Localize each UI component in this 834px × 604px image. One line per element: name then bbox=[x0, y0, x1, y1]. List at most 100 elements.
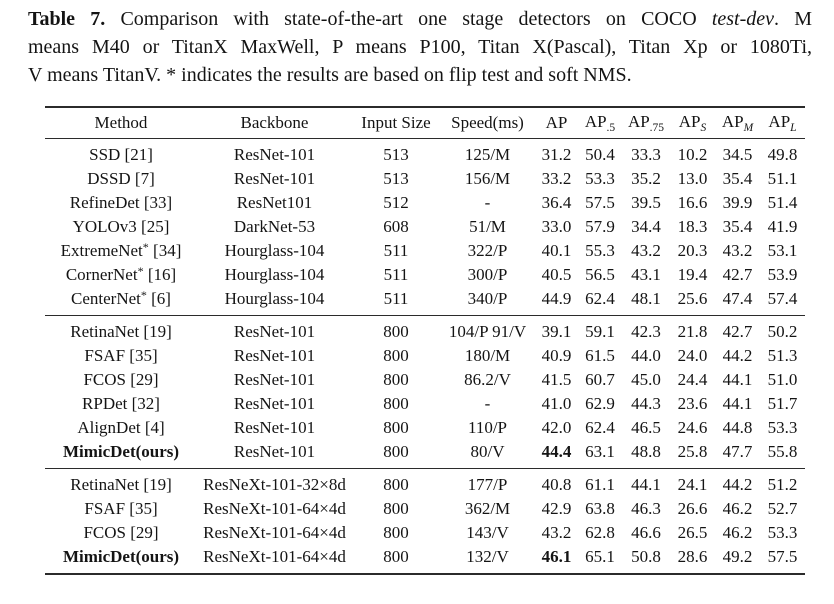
speed-cell: 177/P bbox=[467, 474, 508, 494]
column-header-subscript: .5 bbox=[606, 121, 616, 134]
speed-cell: 110/P bbox=[467, 417, 508, 437]
ap-value-cell: 50.4 bbox=[585, 144, 615, 164]
ap-value-cell: 40.9 bbox=[541, 345, 572, 365]
ap-value-cell: 42.7 bbox=[722, 321, 753, 341]
ap-value-cell: 42.9 bbox=[541, 498, 572, 518]
ap-value-cell: 44.2 bbox=[722, 474, 753, 494]
ap-value-cell: 63.8 bbox=[585, 498, 615, 518]
column-header-method: Method bbox=[45, 107, 197, 138]
ap-value-cell: 59.1 bbox=[585, 321, 615, 341]
caption-text: V means TitanV. * indicates the results … bbox=[28, 64, 632, 86]
ap-value-cell: 65.1 bbox=[585, 546, 615, 566]
input-size-cell: 800 bbox=[383, 393, 409, 413]
method-cell: AlignDet [4] bbox=[77, 417, 165, 437]
method-cell: CenterNet* [6] bbox=[71, 288, 171, 308]
ap-value-cell: 53.1 bbox=[767, 240, 798, 260]
method-cell: FCOS [29] bbox=[83, 522, 159, 542]
column-header-ap-75: AP.75 bbox=[622, 107, 670, 138]
ap-value-cell: 40.1 bbox=[541, 240, 572, 260]
ap-value-cell: 51.1 bbox=[767, 168, 798, 188]
method-cell: DSSD [7] bbox=[87, 168, 155, 188]
backbone-cell: ResNet-101 bbox=[233, 321, 316, 341]
column-header-subscript: .75 bbox=[649, 121, 665, 134]
column-header-backbone: Backbone bbox=[197, 107, 352, 138]
ap-value-cell: 53.3 bbox=[585, 168, 615, 188]
speed-cell: 300/P bbox=[467, 264, 508, 284]
ap-value-cell: 34.4 bbox=[631, 216, 661, 236]
column-header-subscript: M bbox=[743, 121, 754, 134]
method-cell: FSAF [35] bbox=[84, 345, 158, 365]
caption-text: . M bbox=[774, 8, 812, 30]
table-row: CenterNet* [6] Hourglass-104 511 340/P 44.9 6… bbox=[45, 287, 805, 316]
column-header-subscript: L bbox=[790, 121, 797, 134]
ap-value-cell: 24.0 bbox=[677, 345, 708, 365]
table-row: FSAF [35] ResNeXt-101-64×4d 800 362/M 42.9 63… bbox=[45, 497, 805, 521]
column-header-label: AP bbox=[584, 111, 607, 131]
ap-value-cell: 42.0 bbox=[541, 417, 572, 437]
ap-value-cell: 25.6 bbox=[677, 288, 708, 308]
caption-line: means M40 or TitanX MaxWell, P means P10… bbox=[28, 33, 812, 61]
ap-value-cell: 52.7 bbox=[767, 498, 798, 518]
backbone-cell: DarkNet-53 bbox=[233, 216, 316, 236]
table-row: MimicDet(ours) ResNeXt-101-64×4d 800 132/V 4… bbox=[45, 545, 805, 574]
header-row: Method Backbone Input Size Speed(ms) AP AP.5 A… bbox=[45, 107, 805, 138]
column-header-label: Input Size bbox=[361, 112, 431, 132]
speed-cell: 180/M bbox=[464, 345, 511, 365]
speed-cell: - bbox=[484, 192, 491, 212]
column-header-ap-5: AP.5 bbox=[578, 107, 622, 138]
ap-value-cell: 34.5 bbox=[722, 144, 753, 164]
table-group-1: SSD [21] ResNet-101 513 125/M 31.2 50.4 33.3 10… bbox=[45, 138, 805, 315]
ap-value-cell: 62.9 bbox=[585, 393, 615, 413]
method-cell: FSAF [35] bbox=[84, 498, 158, 518]
column-header-label: AP bbox=[627, 111, 650, 131]
table-row: FCOS [29] ResNeXt-101-64×4d 800 143/V 43.2 62… bbox=[45, 521, 805, 545]
table-row: RetinaNet [19] ResNeXt-101-32×8d 800 177/P 4… bbox=[45, 468, 805, 497]
column-header-apm: APM bbox=[715, 107, 760, 138]
input-size-cell: 800 bbox=[383, 369, 409, 389]
ap-value-cell: 57.5 bbox=[585, 192, 615, 212]
ap-value-cell: 43.2 bbox=[541, 522, 572, 542]
ap-value-cell: 61.1 bbox=[585, 474, 615, 494]
backbone-cell: ResNeXt-101-64×4d bbox=[203, 546, 346, 566]
table-caption: Table 7. Comparison with state-of-the-ar… bbox=[28, 5, 812, 89]
method-cell: FCOS [29] bbox=[83, 369, 159, 389]
ap-value-cell: 35.4 bbox=[722, 216, 753, 236]
table-row: SSD [21] ResNet-101 513 125/M 31.2 50.4 33.3 10… bbox=[45, 138, 805, 167]
speed-cell: 143/V bbox=[466, 522, 509, 542]
ap-value-cell: 47.4 bbox=[722, 288, 753, 308]
ap-value-cell: 21.8 bbox=[677, 321, 708, 341]
method-cell: MimicDet(ours) bbox=[62, 441, 180, 461]
speed-cell: - bbox=[484, 393, 491, 413]
caption-text: test-dev bbox=[711, 8, 775, 30]
input-size-cell: 800 bbox=[383, 546, 409, 566]
ap-value-cell: 44.8 bbox=[722, 417, 753, 437]
ap-value-cell: 26.6 bbox=[677, 498, 708, 518]
backbone-cell: Hourglass-104 bbox=[224, 264, 325, 284]
speed-cell: 322/P bbox=[467, 240, 508, 260]
column-header-label: AP bbox=[768, 111, 791, 131]
ap-value-cell: 48.1 bbox=[631, 288, 661, 308]
input-size-cell: 512 bbox=[383, 192, 409, 212]
ap-value-cell: 46.2 bbox=[722, 498, 753, 518]
ap-value-cell: 39.9 bbox=[722, 192, 753, 212]
speed-cell: 132/V bbox=[466, 546, 509, 566]
ap-value-cell: 31.2 bbox=[541, 144, 572, 164]
method-cell: RetinaNet [19] bbox=[70, 474, 172, 494]
caption-text: Table 7. bbox=[28, 8, 106, 30]
ap-value-cell: 46.3 bbox=[631, 498, 661, 518]
ap-value-cell: 39.1 bbox=[541, 321, 572, 341]
table-row: FCOS [29] ResNet-101 800 86.2/V 41.5 60.7 45.0… bbox=[45, 368, 805, 392]
input-size-cell: 800 bbox=[383, 522, 409, 542]
speed-cell: 156/M bbox=[464, 168, 511, 188]
ap-value-cell: 44.4 bbox=[541, 441, 572, 461]
ap-value-cell: 19.4 bbox=[677, 264, 708, 284]
ap-value-cell: 44.3 bbox=[631, 393, 661, 413]
ap-value-cell: 41.0 bbox=[541, 393, 572, 413]
ap-value-cell: 43.2 bbox=[722, 240, 753, 260]
ap-value-cell: 60.7 bbox=[585, 369, 615, 389]
ap-value-cell: 33.3 bbox=[631, 144, 661, 164]
input-size-cell: 800 bbox=[383, 321, 409, 341]
ap-value-cell: 44.2 bbox=[722, 345, 753, 365]
ap-value-cell: 20.3 bbox=[677, 240, 708, 260]
